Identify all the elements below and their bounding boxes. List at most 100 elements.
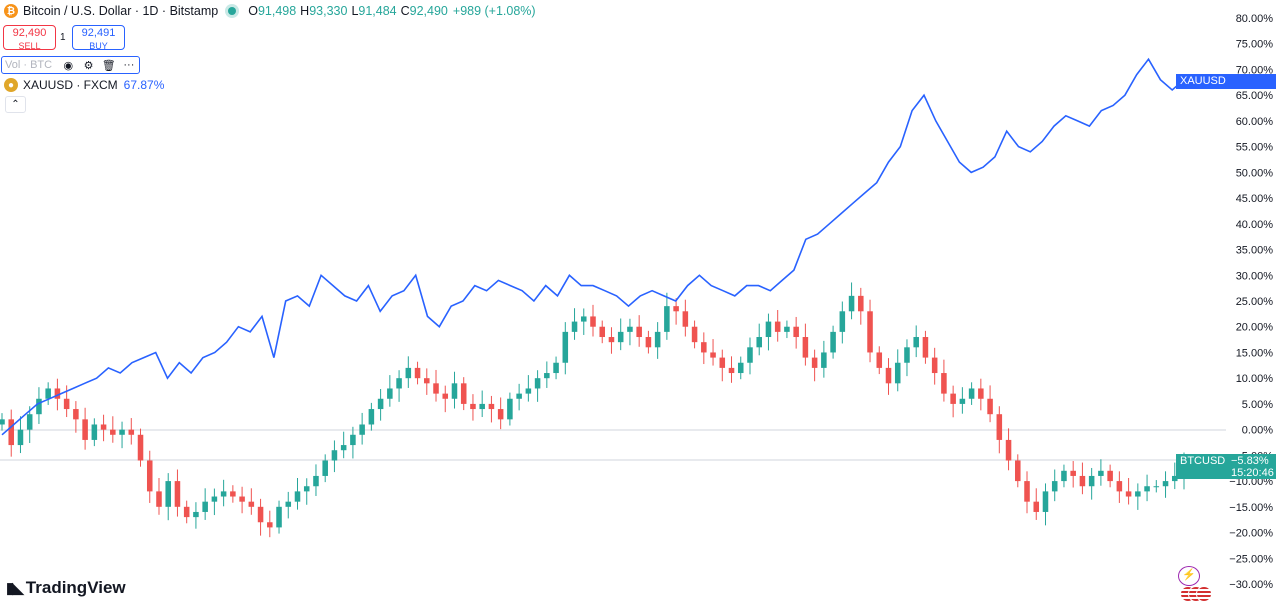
candle-up xyxy=(516,393,522,399)
y-tick-label: 30.00% xyxy=(1236,270,1274,282)
candle-up xyxy=(830,331,836,353)
candle-down xyxy=(1125,491,1132,497)
y-tick-label: 0.00% xyxy=(1242,425,1273,437)
high-label: H xyxy=(300,4,310,18)
candle-down xyxy=(146,460,153,492)
candle-up xyxy=(562,331,569,363)
compare-legend[interactable]: ● XAUUSD · FXCM 67.87% xyxy=(4,78,164,92)
lightning-icon[interactable]: ⚡ xyxy=(1178,566,1200,586)
tradingview-watermark[interactable]: ▮◣ TradingView xyxy=(6,578,126,598)
btc-price-label: BTCUSD −5.83% 15:20:46 xyxy=(1176,454,1276,479)
y-tick-label: 5.00% xyxy=(1242,399,1273,411)
candle-down xyxy=(682,311,689,327)
candle-down xyxy=(1070,470,1076,476)
candle-up xyxy=(1162,481,1169,487)
candle-up xyxy=(664,306,670,332)
candle-up xyxy=(627,326,633,332)
sell-button[interactable]: 92,490 SELL xyxy=(3,25,56,51)
candle-down xyxy=(1116,481,1123,492)
candle-down xyxy=(8,419,15,446)
candle-up xyxy=(359,424,365,435)
candle-up xyxy=(1098,470,1104,476)
candle-up xyxy=(368,409,375,425)
gold-coin-icon: ● xyxy=(4,78,18,92)
currency-flags[interactable] xyxy=(1180,586,1212,602)
candle-down xyxy=(941,373,947,394)
y-tick-label: 20.00% xyxy=(1236,322,1274,334)
candle-down xyxy=(996,414,1003,440)
more-icon[interactable]: ··· xyxy=(123,59,135,71)
candle-up xyxy=(525,388,532,394)
candle-down xyxy=(1033,501,1040,512)
candle-up xyxy=(544,373,550,379)
spread-value: 1 xyxy=(60,32,66,43)
candle-down xyxy=(885,367,892,384)
candle-up xyxy=(894,362,901,384)
candle-up xyxy=(26,414,33,430)
candle-down xyxy=(608,337,615,343)
candle-up xyxy=(36,398,42,415)
low-label: L xyxy=(351,4,359,18)
candle-down xyxy=(691,326,698,343)
y-tick-label: 10.00% xyxy=(1236,373,1274,385)
symbol-title[interactable]: Bitcoin / U.S. Dollar · 1D · Bitstamp xyxy=(23,4,219,18)
volume-indicator-legend[interactable]: Vol · BTC ◉ ⚙ 🗑 ··· xyxy=(1,56,140,74)
candle-down xyxy=(267,522,273,528)
candle-up xyxy=(322,460,328,476)
candle-up xyxy=(839,311,846,332)
candle-down xyxy=(793,326,799,338)
delete-icon[interactable]: 🗑 xyxy=(101,59,116,72)
collapse-legend-button[interactable]: ⌃ xyxy=(5,96,26,113)
candle-up xyxy=(276,506,282,528)
candle-up xyxy=(451,383,458,399)
candle-up xyxy=(119,429,125,435)
xauusd-line xyxy=(1,57,1185,436)
y-tick-label: 55.00% xyxy=(1236,142,1274,154)
candle-up xyxy=(737,362,744,374)
btc-candles xyxy=(0,282,1187,538)
candle-down xyxy=(931,357,938,374)
buy-button[interactable]: 92,491 BUY xyxy=(72,25,125,51)
candle-up xyxy=(784,326,790,332)
price-scale[interactable]: 80.00% 75.00% 70.00% 65.00% 60.00% 55.00% 50.0… xyxy=(1229,13,1273,591)
candle-down xyxy=(922,337,929,358)
candle-down xyxy=(802,337,809,358)
candle-down xyxy=(73,409,79,420)
y-tick-label: 65.00% xyxy=(1236,90,1274,102)
y-tick-label: 15.00% xyxy=(1236,347,1274,359)
candle-down xyxy=(82,419,88,440)
tradingview-logo-icon: ▮◣ xyxy=(6,580,24,597)
settings-icon[interactable]: ⚙ xyxy=(83,59,94,72)
high-value: 93,330 xyxy=(309,4,348,18)
symbol-legend: ₿ Bitcoin / U.S. Dollar · 1D · Bitstamp … xyxy=(4,4,536,18)
candle-down xyxy=(599,326,606,338)
candle-down xyxy=(137,434,144,461)
candle-up xyxy=(904,347,910,363)
y-tick-label: 60.00% xyxy=(1236,116,1274,128)
y-tick-label: 25.00% xyxy=(1236,296,1274,308)
sell-price: 92,490 xyxy=(12,27,47,39)
candle-up xyxy=(165,481,171,507)
hide-eye-icon[interactable]: ◉ xyxy=(63,59,74,72)
candle-down xyxy=(987,398,993,415)
close-value: 92,490 xyxy=(409,4,448,18)
candle-down xyxy=(811,357,818,368)
candle-up xyxy=(913,337,919,348)
candle-up xyxy=(580,316,587,322)
candle-up xyxy=(1042,491,1049,512)
y-tick-label: −20.00% xyxy=(1229,528,1273,540)
open-label: O xyxy=(248,4,258,18)
candle-up xyxy=(17,429,24,446)
xau-tag-value: +67.87% xyxy=(1186,90,1230,102)
open-value: 91,498 xyxy=(257,4,297,18)
candle-down xyxy=(183,506,190,518)
candle-up xyxy=(1135,491,1141,497)
candle-down xyxy=(128,429,135,435)
candle-down xyxy=(100,424,107,430)
bitcoin-coin-icon: ₿ xyxy=(4,4,18,18)
candle-down xyxy=(1079,475,1086,487)
y-tick-label: 45.00% xyxy=(1236,193,1274,205)
candle-down xyxy=(497,409,504,420)
